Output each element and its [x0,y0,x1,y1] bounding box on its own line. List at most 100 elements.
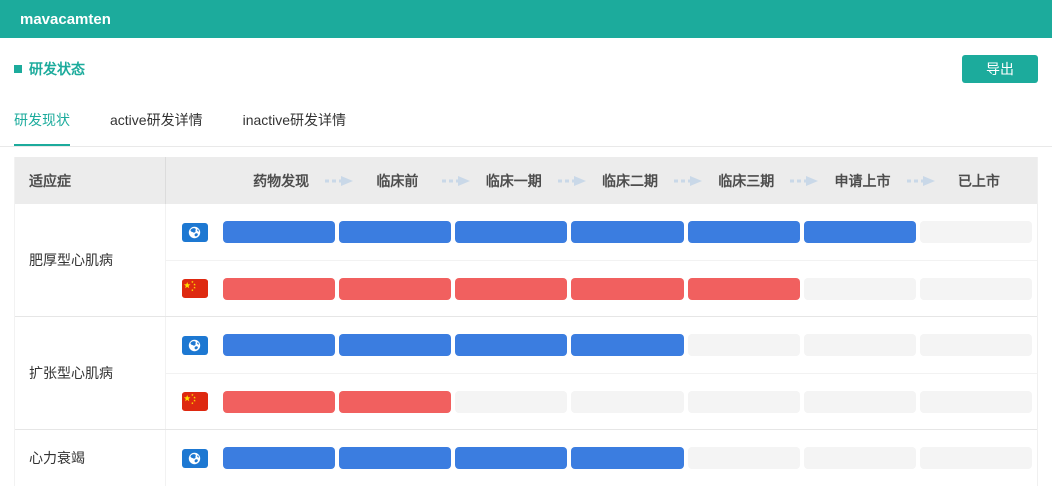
phase-cell-empty [455,390,568,413]
phase-cell-filled [455,277,568,300]
indication-label: 肥厚型心肌病 [15,204,166,316]
indication-tracks [166,204,1037,316]
phase-cell-filled [339,390,452,413]
table-header-row: 适应症 药物发现 临床前 临床一期 临床二期 临床三期 申请上市 已上市 [15,157,1037,204]
phase-cell-empty [687,390,800,413]
phase-label: 临床前 [376,172,419,189]
phase-progress-track [223,221,1037,243]
phase-label: 药物发现 [253,172,310,189]
phase-column-header: 药物发现 [223,171,354,191]
phase-cell-filled [571,277,684,300]
pipeline-table: 适应症 药物发现 临床前 临床一期 临床二期 临床三期 申请上市 已上市 肥厚型心肌病 扩张型… [14,157,1038,486]
phase-arrow-icon [673,175,703,186]
phase-arrow-icon [324,175,354,186]
square-bullet-icon [14,65,22,73]
indication-label: 心力衰竭 [15,430,166,486]
tab-inactive-rd-detail[interactable]: inactive研发详情 [242,112,347,128]
phase-arrow-icon [441,175,471,186]
phase-cell-filled [223,447,336,469]
phase-cell-empty [919,277,1032,300]
phase-header-track: 药物发现 临床前 临床一期 临床二期 临床三期 申请上市 已上市 [166,157,1037,204]
region-icon-zone [166,222,223,242]
phase-arrow-icon [789,175,819,186]
phase-cell-filled [223,221,336,243]
section-title-label: 研发状态 [29,61,85,77]
phase-cell-filled [455,334,568,356]
phase-cell-filled [223,334,336,356]
indication-tracks [166,430,1037,486]
phase-cell-filled [687,221,800,243]
phase-cell-filled [223,277,336,300]
section-header: 研发状态 导出 [14,55,1038,83]
phase-progress-track [223,334,1037,356]
indication-row: 扩张型心肌病 [15,317,1037,430]
tab-bar: 研发现状 active研发详情 inactive研发详情 [0,96,1052,147]
region-icon-zone [166,279,223,298]
phase-cell-filled [339,447,452,469]
phase-progress-track [223,277,1037,300]
phase-arrow-icon [906,175,936,186]
phase-cell-filled [803,221,916,243]
app-header: mavacamten [0,0,1052,38]
phase-label: 申请上市 [834,172,891,189]
phase-cell-empty [571,390,684,413]
track-row-china [166,373,1037,429]
indication-row: 肥厚型心肌病 [15,204,1037,317]
indication-tracks [166,317,1037,429]
phase-cell-empty [803,277,916,300]
phase-arrow-icon [557,175,587,186]
phase-cell-empty [919,447,1032,469]
phase-cell-filled [571,221,684,243]
phase-cell-filled [687,277,800,300]
region-icon-zone [166,335,223,355]
tab-active-rd-detail[interactable]: active研发详情 [110,112,203,128]
phase-progress-track [223,447,1037,469]
phase-cell-empty [687,447,800,469]
phase-column-header: 临床一期 [456,171,586,191]
phase-cell-empty [687,334,800,356]
phase-label: 已上市 [957,172,1000,189]
phase-cell-filled [571,334,684,356]
track-row-global [166,204,1037,260]
phase-column-header: 已上市 [921,171,1037,191]
tab-rd-status[interactable]: 研发现状 [14,96,70,146]
track-row-china [166,260,1037,316]
phase-cell-empty [919,221,1032,243]
globe-icon [181,222,208,242]
phase-cell-filled [571,447,684,469]
phase-cell-empty [803,390,916,413]
globe-icon [181,335,208,355]
phase-cell-filled [339,277,452,300]
export-button[interactable]: 导出 [962,55,1038,83]
phase-column-header: 临床二期 [572,171,703,191]
phase-cell-filled [339,221,452,243]
table-body: 肥厚型心肌病 扩张型心肌病 心力衰竭 [15,204,1037,486]
phase-label: 临床三期 [718,172,775,189]
phase-label: 临床一期 [485,172,542,189]
track-row-global [166,317,1037,373]
phase-cell-empty [919,334,1032,356]
indication-label: 扩张型心肌病 [15,317,166,429]
column-header-indication: 适应症 [15,157,166,204]
section-title: 研发状态 [14,59,85,79]
phase-column-header: 临床三期 [688,171,819,191]
track-row-global [166,430,1037,486]
region-icon-zone [166,448,223,468]
phase-column-header: 申请上市 [804,171,935,191]
phase-cell-filled [455,221,568,243]
phase-cell-filled [455,447,568,469]
globe-icon [181,448,208,468]
phase-cell-empty [919,390,1032,413]
china-flag-icon [181,392,208,411]
indication-row: 心力衰竭 [15,430,1037,486]
phase-progress-track [223,390,1037,413]
region-icon-zone [166,392,223,411]
phase-cell-filled [223,390,336,413]
phase-cell-empty [803,447,916,469]
page-title: mavacamten [20,10,111,28]
phase-cell-filled [339,334,452,356]
phase-cell-empty [803,334,916,356]
phase-label: 临床二期 [601,172,658,189]
phase-column-header: 临床前 [339,171,470,191]
china-flag-icon [181,279,208,298]
